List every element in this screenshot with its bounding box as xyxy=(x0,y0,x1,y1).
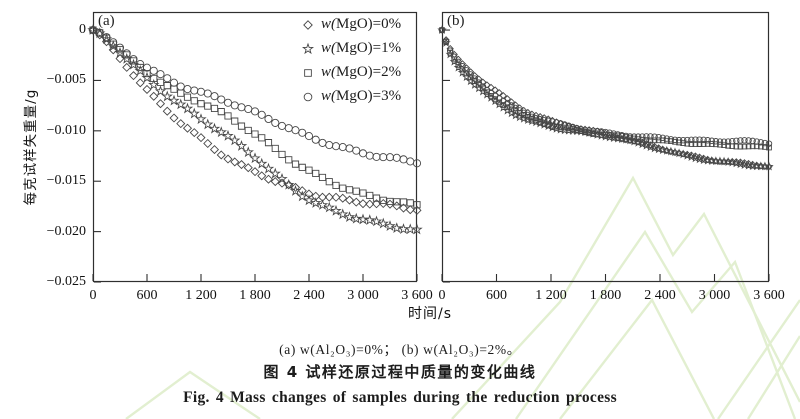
x-tick-label: 1 800 xyxy=(590,288,622,303)
series-circle xyxy=(438,26,773,147)
panel-b-letter: (b) xyxy=(447,13,465,29)
legend-label: w(MgO)=0% xyxy=(321,15,402,32)
series-star xyxy=(87,24,423,235)
x-tick-label: 0 xyxy=(439,288,446,303)
x-tick-label: 1 200 xyxy=(185,288,217,303)
series-diamond xyxy=(88,25,422,215)
x-tick-label: 3 000 xyxy=(347,288,379,303)
x-tick-label: 600 xyxy=(486,288,507,303)
caption-english: Fig. 4 Mass changes of samples during th… xyxy=(183,389,617,406)
legend-item-mgo-3: w(MgO)=3% xyxy=(299,84,401,108)
axis-ticks: 0 600 1 200 1 800 2 400 3 000 3 600 xyxy=(90,29,433,303)
y-tick-label: −0.005 xyxy=(46,72,86,88)
legend-item-mgo-0: w(MgO)=0% xyxy=(299,12,401,36)
x-tick-label: 0 xyxy=(90,288,97,303)
series-square xyxy=(439,27,772,151)
plot-frame xyxy=(92,11,418,283)
x-tick-label: 3 600 xyxy=(401,288,433,303)
legend-item-mgo-1: w(MgO)=1% xyxy=(299,36,401,60)
diamond-marker-icon xyxy=(303,20,313,30)
star-marker-icon xyxy=(301,42,315,55)
series-circle xyxy=(88,26,422,168)
x-axis-label: 时间/s xyxy=(407,306,452,322)
x-tick-label: 1 800 xyxy=(239,288,271,303)
legend-label: w(MgO)=3% xyxy=(321,87,402,104)
panel-b-plot: 0 600 1 200 1 800 2 400 3 000 3 600 xyxy=(437,11,785,303)
y-tick-label: −0.010 xyxy=(46,122,86,138)
caption-subpanels: (a) w(Al₂O₃)=0%； (b) w(Al₂O₃)=2%。 xyxy=(279,342,521,357)
square-marker-icon xyxy=(304,69,312,77)
x-tick-label: 3 600 xyxy=(753,288,785,303)
x-tick-label: 3 000 xyxy=(699,288,731,303)
caption-chinese: 图 4 试样还原过程中质量的变化曲线 xyxy=(263,363,537,381)
y-tick-label: −0.025 xyxy=(46,274,86,289)
y-tick-label: −0.015 xyxy=(46,173,86,189)
y-tick-label: −0.020 xyxy=(46,223,86,239)
y-tick-label: 0 xyxy=(79,22,86,38)
legend-item-mgo-2: w(MgO)=2% xyxy=(299,60,401,84)
x-tick-label: 600 xyxy=(137,288,158,303)
axis-ticks: 0 600 1 200 1 800 2 400 3 000 3 600 xyxy=(439,29,785,303)
panel-a-plot: 0 600 1 200 1 800 2 400 3 000 3 600 xyxy=(87,11,433,303)
legend-label: w(MgO)=2% xyxy=(321,63,402,80)
x-tick-label: 2 400 xyxy=(293,288,325,303)
circle-marker-icon xyxy=(303,92,313,102)
x-tick-label: 2 400 xyxy=(644,288,676,303)
legend: w(MgO)=0% w(MgO)=1% w(MgO)=2% w(MgO)=3% xyxy=(299,12,401,108)
legend-label: w(MgO)=1% xyxy=(321,39,402,56)
panel-a-letter: (a) xyxy=(98,13,115,29)
x-tick-label: 1 200 xyxy=(535,288,567,303)
